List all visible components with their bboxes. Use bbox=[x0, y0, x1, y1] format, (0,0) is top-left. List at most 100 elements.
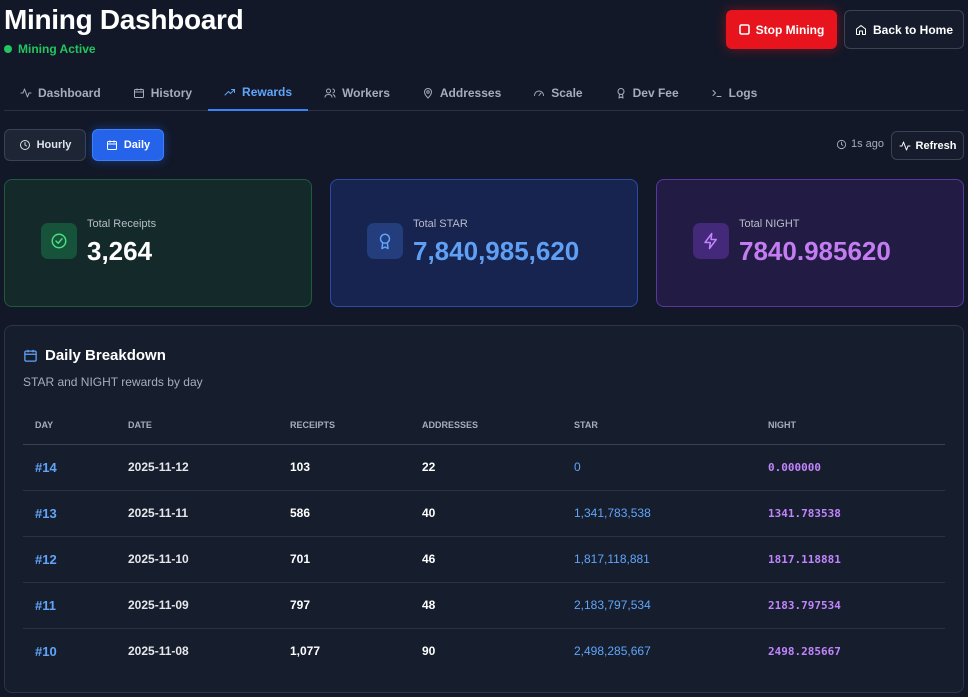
tab-dev-fee-label: Dev Fee bbox=[632, 85, 679, 100]
daily-breakdown-title-text: Daily Breakdown bbox=[45, 347, 166, 364]
table-row: #10 2025-11-08 1,077 90 2,498,285,667 24… bbox=[23, 628, 945, 674]
cell-night: 1341.783538 bbox=[756, 490, 945, 537]
cell-date: 2025-11-11 bbox=[116, 490, 278, 537]
calendar-icon bbox=[24, 349, 37, 362]
cell-day: #12 bbox=[23, 536, 116, 583]
tab-dashboard[interactable]: Dashboard bbox=[4, 74, 117, 111]
stop-mining-label: Stop Mining bbox=[755, 22, 825, 37]
column-header-day: DAY bbox=[23, 406, 116, 445]
calendar-icon bbox=[133, 88, 144, 98]
tab-addresses-label: Addresses bbox=[439, 85, 502, 100]
cell-addresses: 40 bbox=[410, 490, 562, 537]
lightning-icon bbox=[704, 232, 717, 250]
cell-night: 2183.797534 bbox=[756, 582, 945, 629]
cell-date: 2025-11-09 bbox=[116, 582, 278, 629]
total-receipts-card: Total Receipts 3,264 bbox=[4, 179, 312, 307]
tab-scale-label: Scale bbox=[551, 85, 583, 100]
last-updated-text: 1s ago bbox=[851, 138, 885, 150]
page-title: Mining Dashboard bbox=[4, 4, 244, 35]
cell-star: 2,183,797,534 bbox=[562, 582, 756, 629]
tab-addresses[interactable]: Addresses bbox=[406, 74, 517, 111]
table-header-row: DAY DATE RECEIPTS ADDRESSES STAR NIGHT bbox=[23, 406, 945, 445]
cell-date: 2025-11-08 bbox=[128, 644, 189, 659]
tab-dev-fee[interactable]: Dev Fee bbox=[599, 74, 695, 111]
daily-button[interactable]: Daily bbox=[92, 129, 164, 161]
cell-date: 2025-11-12 bbox=[116, 444, 278, 491]
cell-addresses: 46 bbox=[410, 536, 562, 583]
total-night-card: Total NIGHT 7840.985620 bbox=[656, 179, 964, 307]
nav-tabs: Dashboard History Rewards Workers Addres… bbox=[4, 74, 964, 111]
daily-breakdown-subtitle: STAR and NIGHT rewards by day bbox=[23, 375, 203, 389]
activity-icon bbox=[899, 141, 911, 150]
tab-rewards[interactable]: Rewards bbox=[208, 74, 309, 111]
activity-icon bbox=[20, 88, 32, 97]
refresh-button[interactable]: Refresh bbox=[891, 131, 964, 160]
star-icon-box bbox=[367, 223, 403, 259]
daily-breakdown-panel: Daily Breakdown STAR and NIGHT rewards b… bbox=[4, 325, 964, 693]
users-icon bbox=[324, 88, 336, 98]
table-row: #13 2025-11-11 586 40 1,341,783,538 1341… bbox=[23, 490, 945, 537]
cell-addresses: 90 bbox=[422, 644, 436, 659]
tab-logs[interactable]: Logs bbox=[695, 74, 774, 111]
table-row: #14 2025-11-12 103 22 0 0.000000 bbox=[23, 444, 945, 491]
mining-status: Mining Active bbox=[4, 42, 96, 56]
daily-label: Daily bbox=[123, 139, 151, 151]
total-star-card: Total STAR 7,840,985,620 bbox=[330, 179, 638, 307]
map-pin-icon bbox=[423, 87, 432, 99]
cell-night: 1817.118881 bbox=[756, 536, 945, 583]
back-to-home-label: Back to Home bbox=[872, 22, 954, 37]
check-circle-icon bbox=[51, 233, 67, 249]
cell-star: 2,498,285,667 bbox=[574, 644, 651, 659]
cell-day: #14 bbox=[23, 444, 116, 491]
stop-square-icon bbox=[738, 24, 750, 35]
column-header-addresses: ADDRESSES bbox=[410, 406, 562, 445]
hourly-label: Hourly bbox=[36, 139, 72, 151]
cell-receipts: 586 bbox=[278, 490, 410, 537]
total-receipts-label: Total Receipts bbox=[87, 218, 157, 230]
page-header: Mining Dashboard Mining Active Stop Mini… bbox=[4, 4, 964, 64]
total-night-value: 7840.985620 bbox=[739, 236, 891, 266]
total-star-label: Total STAR bbox=[413, 218, 468, 230]
tab-history-label: History bbox=[150, 85, 193, 100]
column-header-night: NIGHT bbox=[756, 406, 945, 445]
cell-star: 1,341,783,538 bbox=[562, 490, 756, 537]
tab-history[interactable]: History bbox=[117, 74, 208, 111]
tab-workers[interactable]: Workers bbox=[308, 74, 406, 111]
award-icon bbox=[617, 87, 625, 98]
mining-status-text: Mining Active bbox=[18, 42, 96, 56]
cell-day: #13 bbox=[23, 490, 116, 537]
night-icon-box bbox=[693, 223, 729, 259]
tab-workers-label: Workers bbox=[342, 85, 390, 100]
tab-logs-label: Logs bbox=[728, 85, 758, 100]
receipts-icon-box bbox=[41, 223, 77, 259]
back-to-home-button[interactable]: Back to Home bbox=[844, 10, 964, 49]
cell-star: 1,817,118,881 bbox=[562, 536, 756, 583]
stop-mining-button[interactable]: Stop Mining bbox=[726, 10, 837, 49]
tab-rewards-label: Rewards bbox=[242, 84, 293, 99]
table-row: #11 2025-11-09 797 48 2,183,797,534 2183… bbox=[23, 582, 945, 629]
total-star-value: 7,840,985,620 bbox=[413, 236, 580, 266]
column-header-star: STAR bbox=[562, 406, 756, 445]
tab-dashboard-label: Dashboard bbox=[38, 85, 101, 100]
cell-receipts: 1,077 bbox=[290, 644, 321, 659]
refresh-label: Refresh bbox=[915, 139, 957, 152]
cell-star: 0 bbox=[562, 444, 756, 491]
table-row: #12 2025-11-10 701 46 1,817,118,881 1817… bbox=[23, 536, 945, 583]
gauge-icon bbox=[534, 90, 545, 96]
last-updated: 1s ago bbox=[836, 138, 884, 150]
breakdown-table: DAY DATE RECEIPTS ADDRESSES STAR NIGHT #… bbox=[23, 406, 945, 674]
terminal-icon bbox=[712, 89, 722, 97]
hourly-button[interactable]: Hourly bbox=[4, 129, 86, 161]
column-header-receipts: RECEIPTS bbox=[278, 406, 410, 445]
tab-scale[interactable]: Scale bbox=[517, 74, 598, 111]
clock-icon bbox=[836, 139, 847, 149]
award-icon bbox=[379, 233, 391, 250]
cell-day: #11 bbox=[23, 582, 116, 629]
cell-receipts: 797 bbox=[278, 582, 410, 629]
total-night-label: Total NIGHT bbox=[739, 218, 800, 230]
cell-receipts: 103 bbox=[278, 444, 410, 491]
column-header-date: DATE bbox=[116, 406, 278, 445]
trending-up-icon bbox=[224, 88, 236, 95]
cell-date: 2025-11-10 bbox=[116, 536, 278, 583]
daily-breakdown-title: Daily Breakdown bbox=[23, 347, 166, 364]
